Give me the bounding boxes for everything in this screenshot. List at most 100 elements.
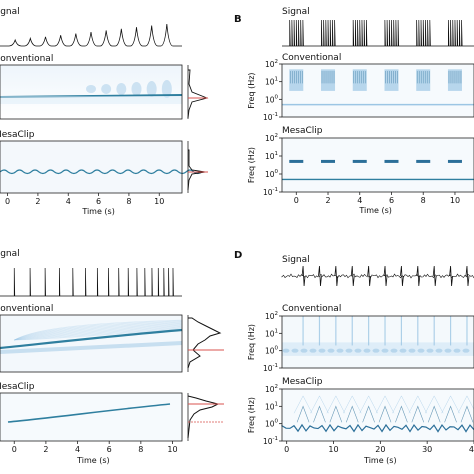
panel-a-mesa-ridge (0, 169, 202, 175)
panel-a-xtick-label-2: 2 (35, 197, 40, 206)
panel-c-conv-harmonic (14, 328, 183, 341)
panel-b-xtick-label-10: 10 (450, 196, 460, 205)
panel-d-conv-blob (435, 348, 443, 353)
panel-b-conv-ytick-label-0: 100 (265, 94, 279, 104)
panel-d-mesa-chevron-hi (310, 395, 329, 414)
panel-d-conv-blob (309, 348, 317, 353)
panel-c-conv-band (0, 341, 183, 354)
panel-c-mesaclip-title: MesaClip (0, 382, 35, 392)
panel-a-xtick-label-8: 8 (126, 197, 131, 206)
panel-a-conv-axes (0, 64, 183, 120)
panel-c-conv-harmonic (14, 323, 183, 341)
panel-d-conv-blob (318, 348, 326, 353)
panel-d-mesaclip-title: MesaClip (282, 377, 323, 387)
panel-c: Signal Conventional MesaClip 0 2 4 6 8 10 Time (s… (0, 249, 224, 465)
panel-a-mesa-hist (187, 149, 206, 191)
panel-d-signal-spike (400, 265, 404, 287)
panel-d-mesa-ytick-label-1: 101 (265, 401, 278, 411)
panel-d-signal-title: Signal (282, 255, 310, 265)
panel-d-conv-blob (282, 348, 290, 353)
panel-b-mesa-burst (447, 159, 462, 163)
panel-d-mesa-chevron-hi (359, 395, 378, 414)
panel-d-conv-blob (327, 348, 335, 353)
panel-d-conventional-title: Conventional (282, 304, 341, 314)
panel-c-mesa-bg (0, 393, 182, 441)
panel-b-xtick-label-8: 8 (421, 196, 426, 205)
panel-c-conv-harmonic (14, 328, 183, 341)
panel-d-mesa-chevron (362, 405, 375, 423)
panel-c-signal-trace (0, 267, 182, 297)
panel-a-mesaclip-title: MesaClip (0, 130, 35, 140)
panel-a-signal-trace (0, 23, 182, 47)
panel-b-xtick-label-0: 0 (294, 196, 299, 205)
panel-d-conv-ylabel: Freq (Hz) (247, 324, 256, 360)
panel-c-conv-harmonic (14, 322, 183, 341)
panel-d-signal-spike (465, 265, 470, 287)
panel-b-xtick-label-4: 4 (357, 196, 362, 205)
panel-d-conv-blob (345, 348, 353, 353)
panel-a-conv-bg (0, 65, 182, 119)
panel-a-conv-hist (187, 69, 209, 119)
panel-b-mesa-axes (281, 137, 474, 193)
panel-b-xtick-label-2: 2 (325, 196, 330, 205)
panel-d-conv-blob (426, 348, 434, 353)
panel-d-mesa-chevron-hi (392, 395, 411, 414)
panel-c-conv-harmonic (14, 322, 183, 341)
panel-b-conv-ytick-label-2: 102 (265, 59, 278, 69)
panel-a-xtick-label-4: 4 (66, 197, 71, 206)
panel-d-mesa-chevron-hi (408, 395, 428, 414)
panel-d-signal-spike (367, 265, 372, 287)
panel-d-mesa-chevron (378, 405, 392, 423)
panel-a-conv-blob (131, 82, 142, 96)
panel-b-mesa-burst (352, 159, 367, 163)
panel-d-conv-blob (363, 348, 371, 353)
panel-d-mesa-chevron (329, 405, 343, 423)
panel-b-mesa-ytick-label-1: 101 (265, 151, 278, 161)
panel-d-mesa-chevron-hi (326, 395, 346, 414)
panel-d-mesa-ylabel: Freq (Hz) (247, 397, 256, 433)
panel-c-xlabel: Time (s) (76, 456, 110, 465)
panel-b-signal-title: Signal (282, 7, 310, 17)
panel-c-conv-harmonic (14, 320, 183, 341)
panel-d-mesa-ytick-label-2: 102 (265, 384, 278, 394)
panel-c-conv-harmonic (14, 319, 183, 341)
panel-d-conv-blob (336, 348, 344, 353)
panel-d-mesa-chevron-hi (441, 395, 460, 414)
panel-c-conv-harmonic (14, 320, 183, 341)
panel-b-mesa-burst (321, 159, 336, 163)
panel-d-signal-spike (350, 265, 355, 287)
panel-a-signal-title: Signal (0, 7, 20, 17)
panel-d-signal-spike (449, 265, 453, 287)
panel-a: Signal Conventional MesaClip 0 2 4 6 8 10 Time (s… (0, 7, 209, 216)
panel-d-xtick-label-0: 0 (284, 445, 289, 454)
panel-d-conv-ytick-label-0: 100 (265, 346, 279, 356)
panel-d-mesa-chevron (444, 405, 457, 423)
panel-d-conv-blob (291, 348, 299, 353)
panel-b-mesa-ylabel: Freq (Hz) (247, 147, 256, 183)
panel-a-xtick-label-10: 10 (154, 197, 164, 206)
panel-b-signal-trace (282, 19, 474, 47)
panel-d-xtick-label-20: 20 (375, 445, 385, 454)
panel-d-conv-blob (390, 348, 398, 353)
panel-c-conv-harmonic (14, 327, 183, 341)
panel-d-signal-spike (301, 265, 306, 287)
panel-d-signal-spike (318, 265, 322, 287)
panel-b-xtick-label-6: 6 (389, 196, 394, 205)
panel-d-signal-spike (334, 265, 339, 287)
panel-d-mesa-chevron (427, 405, 441, 423)
panel-d-mesa-chevron (313, 405, 326, 423)
panel-d-conv-ytick-label-2: 102 (265, 311, 278, 321)
panel-d-signal-spike (383, 265, 388, 287)
panel-c-conv-harmonic (14, 323, 183, 341)
panel-d-signal-spike (432, 265, 437, 287)
panel-d-mesa-axes (281, 388, 474, 442)
panel-d-mesa-chevron-hi (457, 395, 474, 414)
panel-d-mesa-chevron (395, 405, 408, 423)
panel-c-conv-axes (0, 314, 183, 373)
panel-d-conv-blob (354, 348, 362, 353)
panel-b-conv-axes (281, 63, 474, 118)
panel-a-conv-blob (146, 81, 157, 97)
panel-c-mesa-ridge (7, 403, 171, 423)
panel-a-xtick-label-6: 6 (96, 197, 101, 206)
